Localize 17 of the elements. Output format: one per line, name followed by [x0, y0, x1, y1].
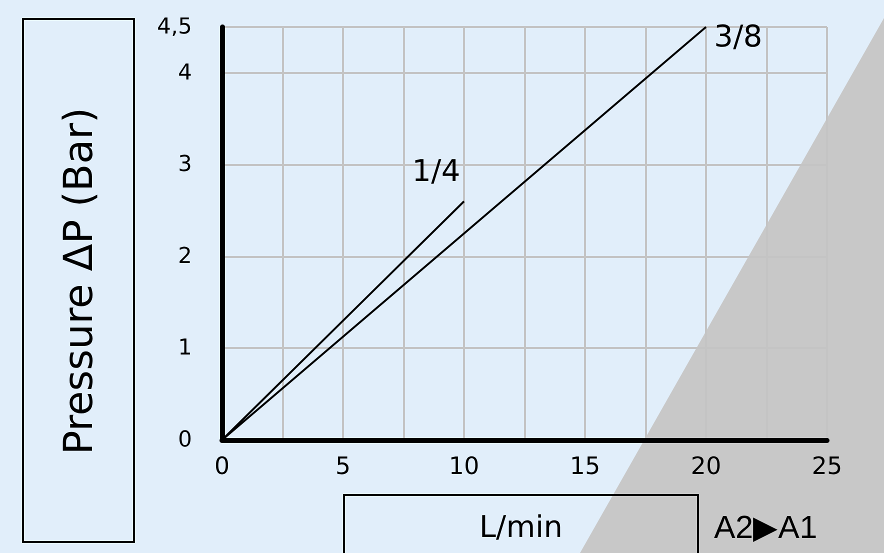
x-axis-title: L/min: [343, 494, 699, 553]
y-tick-label: 1: [178, 336, 192, 361]
x-tick-label: 0: [214, 452, 230, 480]
series-label: 3/8: [714, 20, 762, 54]
y-tick-label: 4,5: [157, 14, 192, 40]
x-tick-label: 10: [448, 452, 480, 480]
y-tick-label: 4: [178, 60, 192, 86]
x-tick-label: 20: [690, 452, 722, 480]
y-tick-label: 3: [178, 152, 192, 178]
x-tick-label: 5: [335, 452, 351, 480]
x-tick-label: 25: [812, 452, 842, 480]
x-tick-label: 15: [570, 452, 600, 480]
series-label: 1/4: [412, 154, 460, 189]
y-tick-label: 2: [178, 244, 192, 269]
y-tick-label: 0: [178, 428, 192, 452]
text: A2▶A1: [714, 508, 818, 546]
y-axis-title: Pressure ΔP (Bar): [56, 106, 102, 454]
